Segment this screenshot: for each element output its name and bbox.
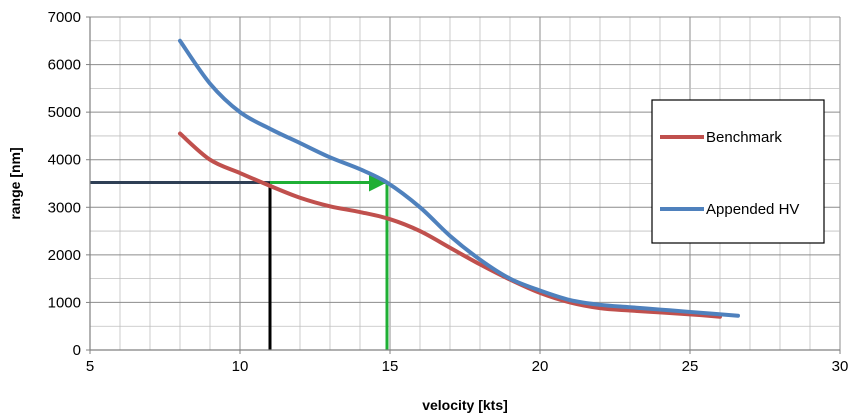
- y-tick-label: 5000: [48, 104, 81, 121]
- y-tick-label: 3000: [48, 199, 81, 216]
- y-tick-label: 0: [73, 342, 81, 359]
- legend-label-appended-hv: Appended HV: [706, 201, 799, 218]
- y-tick-label: 7000: [48, 9, 81, 26]
- series-line-appended-hv: [178, 38, 740, 318]
- x-tick-label: 25: [682, 358, 699, 375]
- x-tick-label: 10: [232, 358, 249, 375]
- y-tick-label: 1000: [48, 294, 81, 311]
- x-tick-label: 20: [532, 358, 549, 375]
- y-tick-label: 4000: [48, 152, 81, 169]
- x-tick-label: 5: [86, 358, 94, 375]
- legend-box: [651, 99, 825, 244]
- y-tick-label: 6000: [48, 57, 81, 74]
- x-tick-label: 15: [382, 358, 399, 375]
- series-lines: [178, 38, 740, 319]
- y-axis-title: range [nm]: [7, 147, 23, 219]
- x-tick-label: 30: [832, 358, 849, 375]
- legend: Benchmark Appended HV: [651, 99, 825, 244]
- y-tick-label: 2000: [48, 247, 81, 264]
- reference-lines: [90, 173, 389, 350]
- legend-label-benchmark: Benchmark: [706, 129, 782, 146]
- series-line-benchmark: [178, 131, 722, 319]
- x-axis-title: velocity [kts]: [422, 397, 508, 413]
- axes: 5 10 15 20 25 30 0 1000 2000 3000 4000 5000 6000 7000…: [7, 9, 848, 413]
